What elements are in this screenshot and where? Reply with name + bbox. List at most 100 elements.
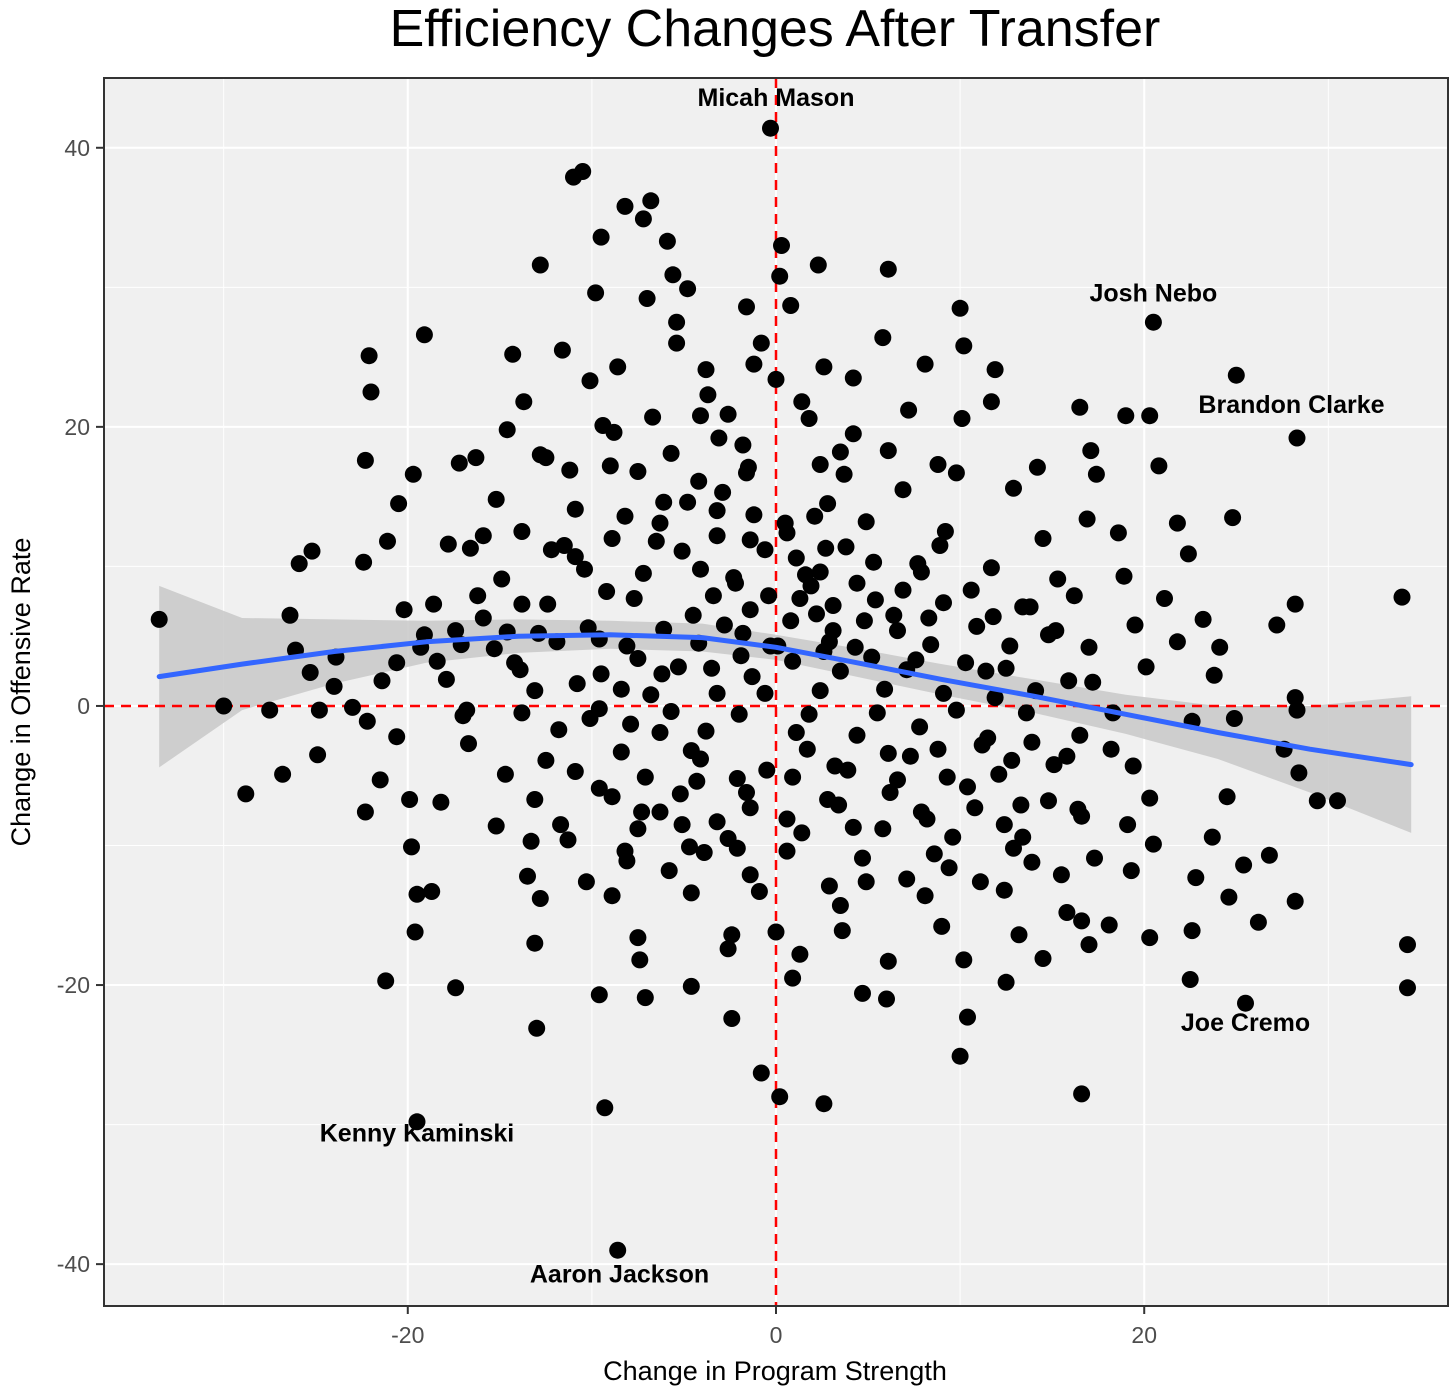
data-point [986,689,1004,707]
data-point [566,548,584,566]
data-point [603,887,621,905]
data-point [522,832,540,850]
data-point [1308,792,1326,810]
data-point [1122,862,1140,880]
data-point [793,393,811,411]
data-point [723,1010,741,1027]
data-point [784,969,802,987]
data-point [959,1008,976,1026]
data-point [811,456,829,473]
data-point [697,722,715,740]
data-point [274,765,292,783]
data-point [460,735,477,753]
data-point [929,740,947,758]
data-point [1084,673,1102,691]
data-point [660,862,678,880]
data-point [469,587,487,605]
data-point [1260,846,1278,864]
data-point [1052,866,1070,884]
data-point [955,951,973,969]
data-point [771,267,789,285]
data-point [634,210,652,228]
data-point [1124,757,1142,775]
data-point [1040,626,1057,644]
data-point [596,1099,614,1117]
data-point [1205,666,1223,684]
data-point [1183,922,1201,940]
data-point [820,877,838,895]
loess-trend-line [156,632,1414,768]
data-point [1235,856,1253,874]
data-point [309,746,327,764]
data-point [356,803,374,821]
data-point [879,442,897,460]
data-point [1071,398,1089,416]
data-point [879,952,897,970]
data-point [539,595,557,613]
data-point [684,606,702,624]
data-point [673,816,691,834]
data-point [697,361,715,379]
y-tick-label: 20 [64,414,90,440]
data-point [461,539,479,557]
data-point [826,757,844,775]
data-point [953,410,971,427]
data-point [1017,704,1035,722]
data-point [415,626,433,644]
data-point [741,866,759,884]
data-point [682,977,700,995]
data-point [1220,888,1238,906]
data-point [704,587,722,605]
data-point [598,583,616,600]
data-point [498,421,516,439]
data-point [912,563,930,581]
data-point [750,883,768,900]
data-point [355,553,373,571]
data-point [552,816,570,834]
data-point [625,590,643,607]
data-point [594,417,612,434]
data-point [655,620,673,638]
data-point [922,636,940,654]
data-point [894,481,912,499]
data-point [1080,638,1098,656]
data-point [379,532,396,550]
data-point [1141,929,1159,947]
data-point [936,523,954,540]
data-point [474,609,492,627]
data-point [806,507,824,525]
data-point [800,410,818,427]
data-point [857,873,875,891]
data-point [362,383,380,401]
data-point [618,852,636,870]
data-point [1194,610,1212,628]
y-tick-label: -40 [57,1251,90,1277]
data-point [931,537,949,554]
data-point [1168,514,1186,532]
data-point [1137,658,1155,676]
data-point [997,659,1015,677]
data-point [415,326,433,344]
data-point [1001,637,1019,655]
data-point [642,686,660,704]
data-point [741,531,759,549]
data-point [550,721,568,739]
data-point [662,444,680,462]
data-point [653,665,671,683]
player-label: Micah Mason [698,84,855,112]
data-point [833,922,851,940]
data-point [854,984,871,1002]
data-point [1117,407,1135,425]
data-point [929,456,947,473]
y-axis-title: Change in Offensive Rate [6,538,36,847]
data-point [629,820,647,838]
data-point [1150,457,1168,475]
data-point [966,799,984,817]
x-axis-ticks: -20 0 20 [391,1306,1157,1348]
data-point [671,785,689,803]
data-point [662,703,680,720]
data-point [681,838,698,856]
data-point [808,605,825,623]
data-point [1005,479,1022,497]
data-point [616,507,634,525]
